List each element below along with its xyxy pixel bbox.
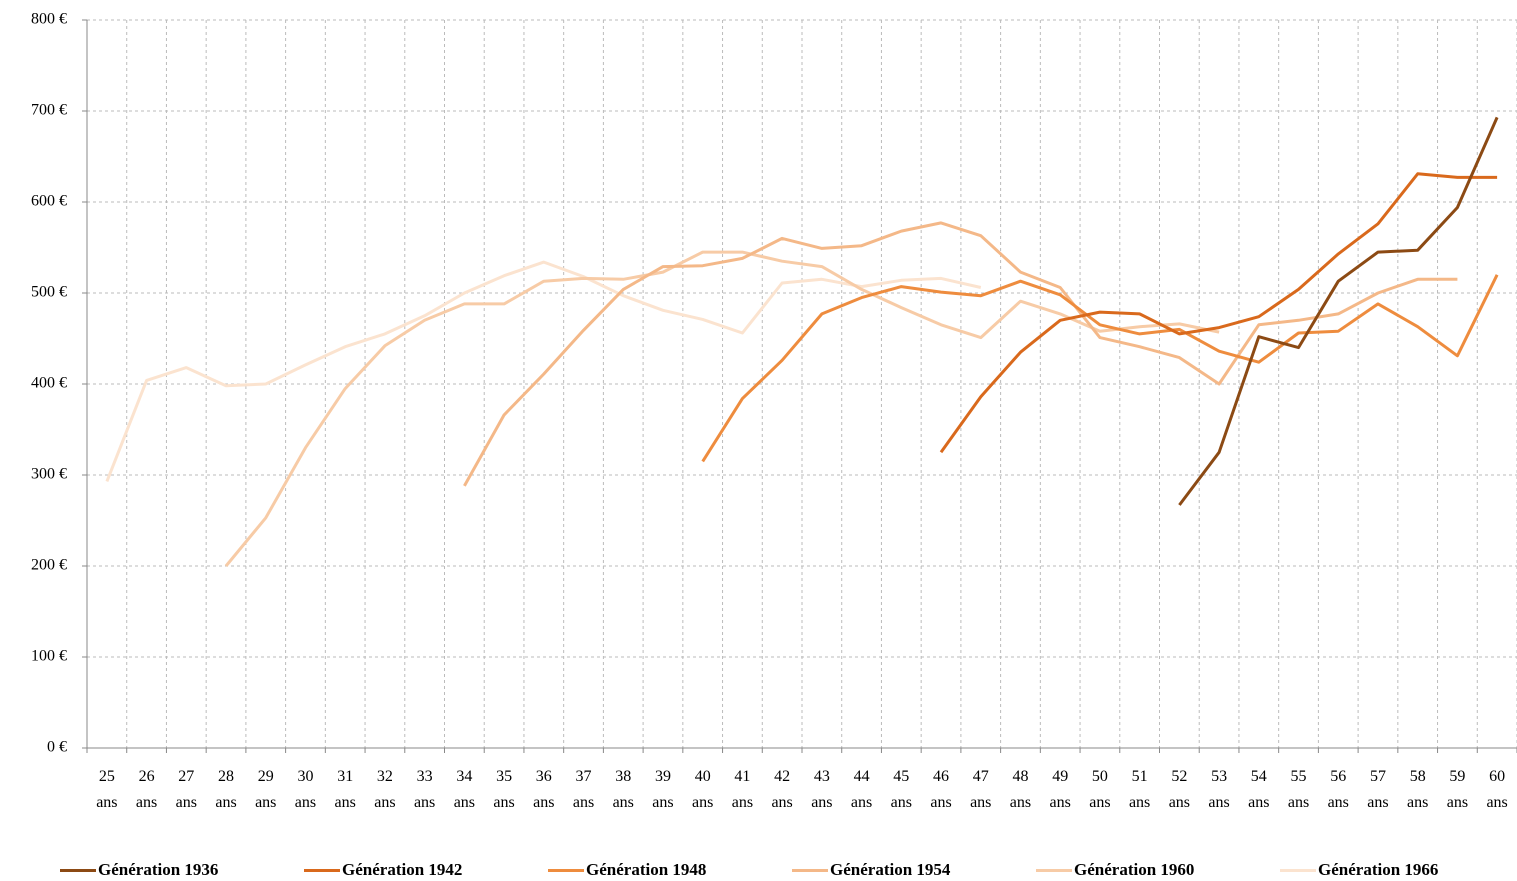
- x-tick-label: 36 ans: [533, 768, 555, 811]
- x-tick-label: 54 ans: [1248, 768, 1270, 811]
- x-tick-label: 43 ans: [811, 768, 833, 811]
- x-tick-label: 34 ans: [453, 768, 476, 811]
- x-tick-label: 31 ans: [334, 768, 356, 811]
- legend-label: Génération 1966: [1318, 860, 1439, 879]
- x-tick-label: 28 ans: [215, 768, 237, 811]
- y-tick-label: 700 €: [31, 102, 67, 119]
- legend-label: Génération 1936: [98, 860, 219, 879]
- legend-item: Génération 1954: [792, 858, 950, 881]
- x-tick-label: 39 ans: [652, 768, 674, 811]
- series-line: [224, 250, 1220, 567]
- series-line: [105, 260, 982, 482]
- x-tick-label: 44 ans: [850, 768, 873, 811]
- y-tick-label: 0 €: [47, 739, 67, 756]
- x-tick-label: 27 ans: [175, 768, 197, 811]
- x-tick-label: 35 ans: [493, 768, 515, 811]
- legend-swatch: [1036, 868, 1072, 872]
- x-tick-label: 42 ans: [771, 768, 793, 811]
- x-tick-label: 32 ans: [374, 768, 396, 811]
- legend-item: Génération 1948: [548, 858, 706, 881]
- x-tick-label: 40 ans: [692, 768, 714, 811]
- x-tick-label: 30 ans: [294, 768, 317, 811]
- x-tick-label: 53 ans: [1208, 768, 1230, 811]
- legend-label: Génération 1960: [1074, 860, 1195, 879]
- series-line: [701, 274, 1499, 463]
- legend-item: Génération 1936: [60, 858, 218, 881]
- legend-swatch: [548, 868, 584, 872]
- series-line: [1178, 116, 1499, 506]
- x-tick-label: 33 ans: [413, 768, 436, 811]
- y-tick-label: 400 €: [31, 375, 67, 392]
- y-tick-label: 100 €: [31, 648, 67, 665]
- x-tick-label: 41 ans: [731, 768, 754, 811]
- series-line: [463, 221, 1458, 487]
- legend-item: Génération 1966: [1280, 858, 1438, 881]
- legend-label: Génération 1948: [586, 860, 707, 879]
- x-tick-label: 37 ans: [572, 768, 595, 811]
- x-tick-label: 60 ans: [1486, 768, 1508, 811]
- y-tick-label: 800 €: [31, 11, 67, 28]
- legend-swatch: [1280, 868, 1316, 872]
- x-tick-label: 50 ans: [1089, 768, 1111, 811]
- x-tick-label: 52 ans: [1168, 768, 1191, 811]
- x-tick-label: 29 ans: [255, 768, 277, 811]
- x-tick-label: 58 ans: [1407, 768, 1429, 811]
- x-tick-label: 26 ans: [135, 768, 158, 811]
- x-tick-label: 48 ans: [1009, 768, 1032, 811]
- x-tick-label: 49 ans: [1049, 768, 1071, 811]
- y-tick-label: 600 €: [31, 193, 67, 210]
- x-tick-label: 56 ans: [1327, 768, 1349, 811]
- x-tick-label: 46 ans: [930, 768, 952, 811]
- y-tick-label: 300 €: [31, 466, 67, 483]
- x-tick-label: 57 ans: [1367, 768, 1389, 811]
- x-tick-label: 25 ans: [96, 768, 118, 811]
- y-tick-label: 200 €: [31, 557, 67, 574]
- x-tick-label: 51 ans: [1128, 768, 1151, 811]
- legend-label: Génération 1954: [830, 860, 951, 879]
- y-tick-label: 500 €: [31, 284, 67, 301]
- series-line: [939, 172, 1498, 454]
- x-tick-label: 47 ans: [970, 768, 992, 811]
- x-tick-label: 38 ans: [612, 768, 634, 811]
- legend-swatch: [304, 868, 340, 872]
- x-tick-label: 59 ans: [1446, 768, 1469, 811]
- x-tick-label: 55 ans: [1287, 768, 1310, 811]
- legend-swatch: [792, 868, 828, 872]
- legend-swatch: [60, 868, 96, 872]
- legend-item: Génération 1960: [1036, 858, 1194, 881]
- legend-item: Génération 1942: [304, 858, 462, 881]
- x-tick-label: 45 ans: [890, 768, 912, 811]
- legend-label: Génération 1942: [342, 860, 463, 879]
